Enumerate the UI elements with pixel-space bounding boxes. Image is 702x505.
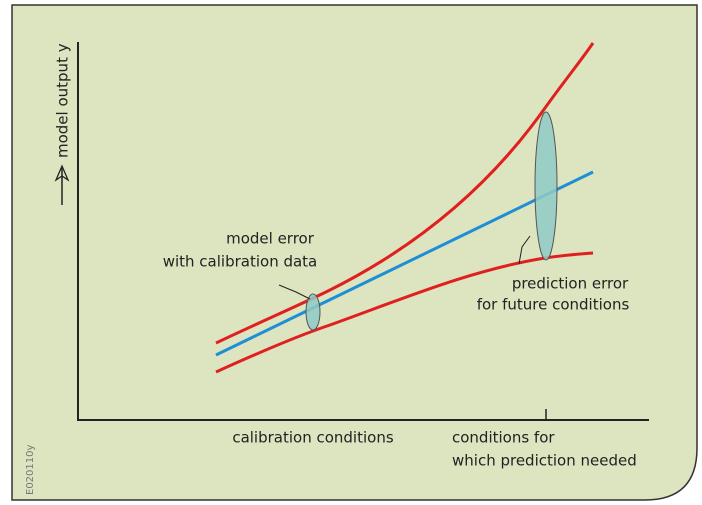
model-line	[215, 170, 594, 357]
annotation: with calibration data	[163, 253, 318, 271]
lower-bound-curve	[215, 251, 594, 374]
annotation: for future conditions	[477, 296, 630, 314]
y-axis-label: model output y	[54, 43, 72, 158]
x-label: which prediction needed	[452, 452, 637, 470]
upper-bound-curve	[215, 42, 595, 345]
leader-line	[278, 284, 311, 300]
annotation: model error	[226, 230, 315, 248]
x-label: calibration conditions	[232, 429, 394, 447]
y-axis-arrow	[54, 164, 70, 205]
x-label: conditions for	[452, 429, 555, 447]
panel	[11, 4, 698, 501]
annotation: prediction error	[512, 275, 629, 293]
figure-code: E020110y	[25, 445, 36, 495]
prediction-error-ellipse	[534, 111, 558, 261]
calibration-error-ellipse	[305, 293, 321, 331]
leader-line	[518, 235, 531, 265]
